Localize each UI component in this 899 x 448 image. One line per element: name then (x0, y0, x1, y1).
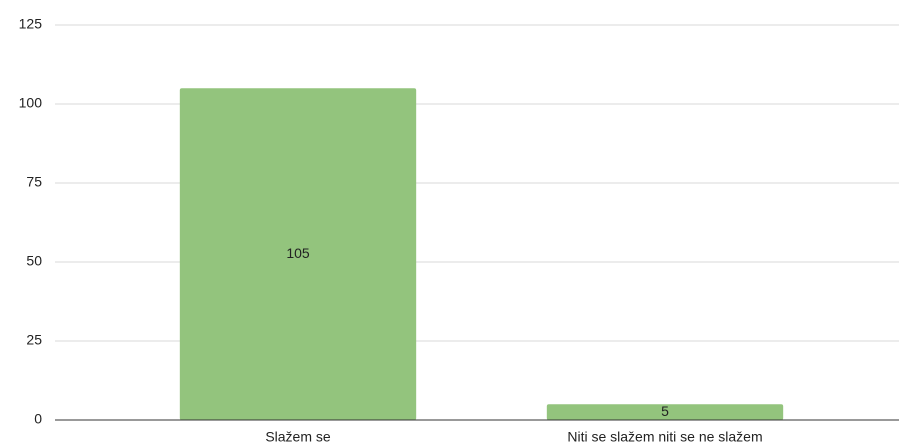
y-tick-label: 75 (26, 174, 42, 190)
data-label: 5 (661, 403, 669, 419)
x-tick-label: Slažem se (265, 429, 331, 445)
y-tick-label: 50 (26, 253, 42, 269)
bar (546, 404, 784, 420)
y-tick-label: 25 (26, 332, 42, 348)
y-tick-label: 0 (34, 411, 42, 427)
x-tick-label: Niti se slažem niti se ne slažem (567, 429, 762, 445)
data-label: 105 (286, 245, 310, 261)
y-tick-label: 100 (19, 95, 43, 111)
y-tick-label: 125 (19, 16, 43, 32)
bar (179, 88, 417, 420)
